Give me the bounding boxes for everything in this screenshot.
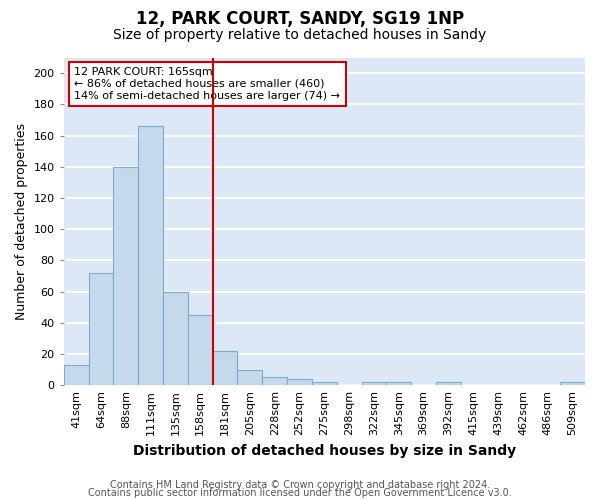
- Bar: [362, 382, 386, 385]
- Bar: [138, 126, 163, 385]
- Text: Contains public sector information licensed under the Open Government Licence v3: Contains public sector information licen…: [88, 488, 512, 498]
- Bar: [188, 315, 212, 385]
- Bar: [163, 292, 188, 385]
- Bar: [64, 365, 89, 385]
- X-axis label: Distribution of detached houses by size in Sandy: Distribution of detached houses by size …: [133, 444, 516, 458]
- Bar: [238, 370, 262, 385]
- Bar: [89, 273, 113, 385]
- Bar: [436, 382, 461, 385]
- Bar: [262, 378, 287, 385]
- Text: 12, PARK COURT, SANDY, SG19 1NP: 12, PARK COURT, SANDY, SG19 1NP: [136, 10, 464, 28]
- Y-axis label: Number of detached properties: Number of detached properties: [15, 123, 28, 320]
- Text: 12 PARK COURT: 165sqm
← 86% of detached houses are smaller (460)
14% of semi-det: 12 PARK COURT: 165sqm ← 86% of detached …: [74, 68, 340, 100]
- Bar: [386, 382, 411, 385]
- Bar: [560, 382, 585, 385]
- Bar: [287, 379, 312, 385]
- Text: Contains HM Land Registry data © Crown copyright and database right 2024.: Contains HM Land Registry data © Crown c…: [110, 480, 490, 490]
- Bar: [113, 166, 138, 385]
- Text: Size of property relative to detached houses in Sandy: Size of property relative to detached ho…: [113, 28, 487, 42]
- Bar: [212, 351, 238, 385]
- Bar: [312, 382, 337, 385]
